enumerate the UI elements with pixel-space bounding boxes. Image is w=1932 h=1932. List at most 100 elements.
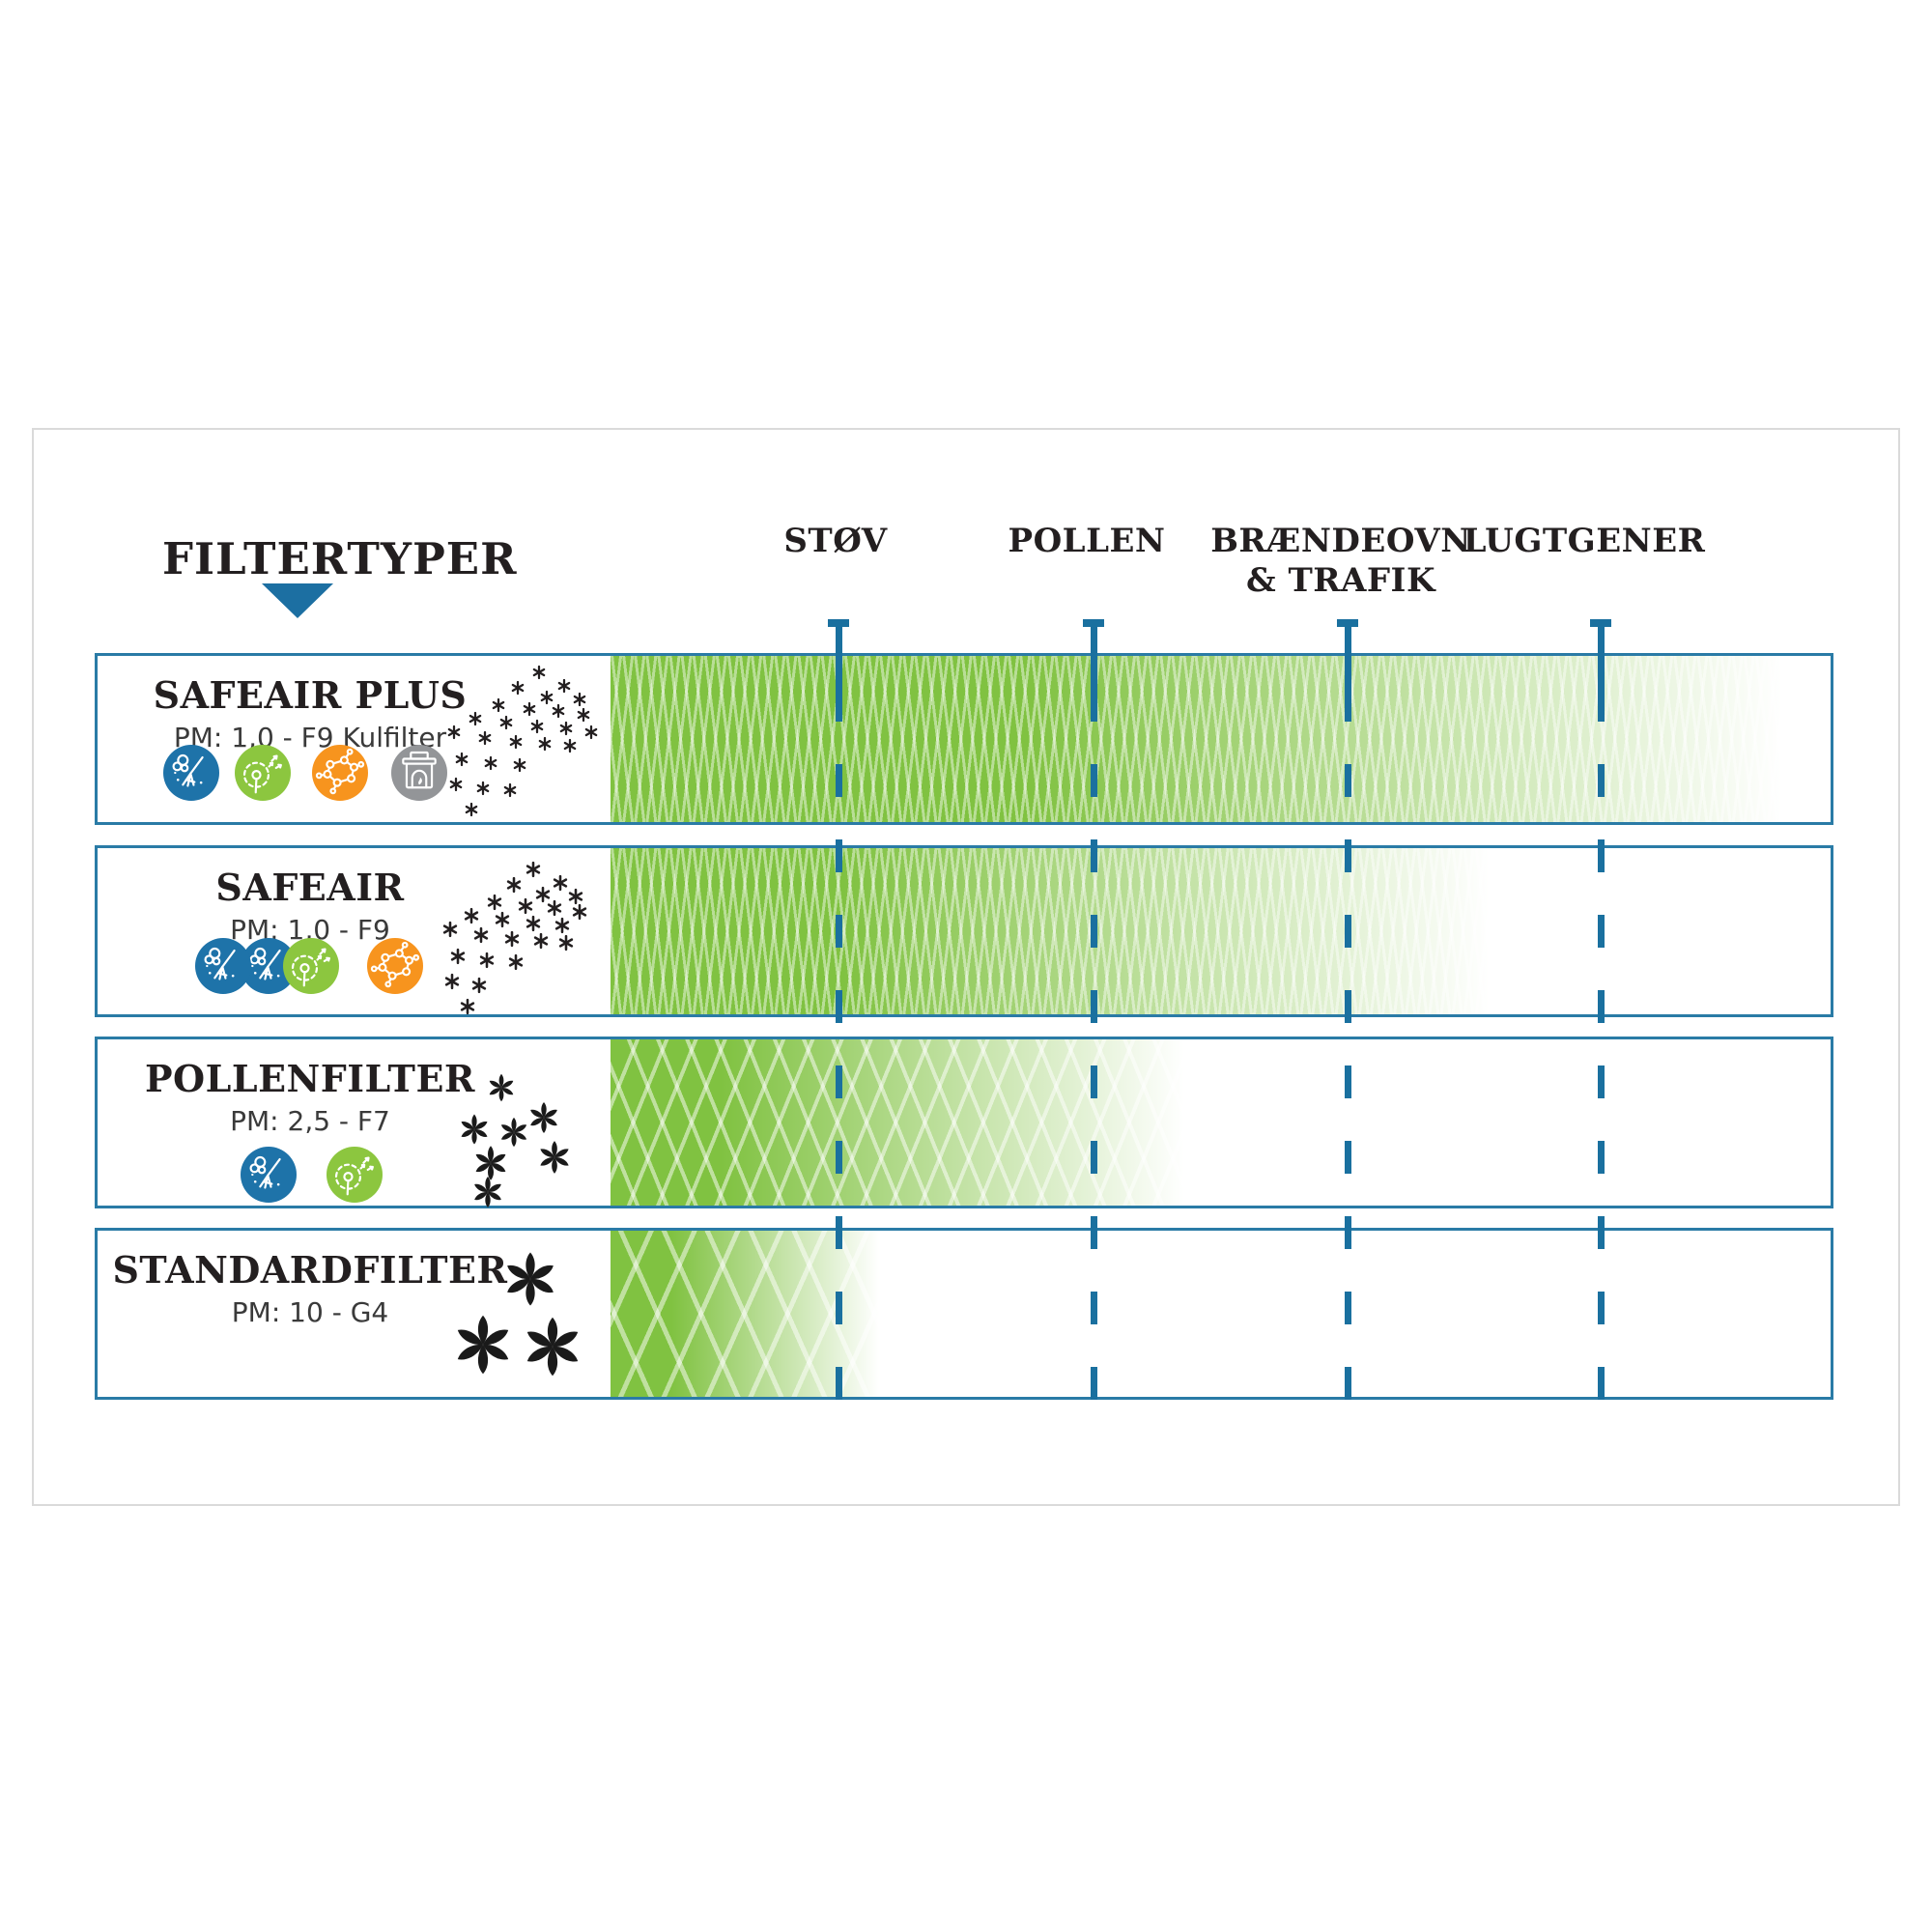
particle-asterisk-icon (492, 697, 506, 713)
coverage-bar-fade (611, 1231, 1831, 1397)
particle-asterisk-icon (557, 678, 572, 694)
filter-spec: PM: 10 - G4 (231, 1296, 389, 1328)
particle-asterisk-icon (495, 911, 511, 928)
particle-asterisk-icon (526, 861, 542, 878)
particle-flower-icon (471, 1144, 510, 1182)
arrow-down-icon (262, 583, 333, 618)
column-header-lugtgener: LUGTGENER (1463, 522, 1706, 561)
column-label: POLLEN (1008, 522, 1166, 560)
row-label: SAFEAIR PM: 1,0 - F9 (98, 848, 523, 1014)
page-title: FILTERTYPER (162, 533, 518, 584)
particles-icon (367, 938, 423, 994)
particle-asterisk-icon (526, 915, 542, 932)
filter-row-standardfilter: STANDARDFILTER PM: 10 - G4 (95, 1228, 1833, 1400)
coverage-bar (611, 1231, 1831, 1397)
particle-asterisk-icon (499, 715, 514, 730)
filter-row-safeair-plus: SAFEAIR PLUS PM: 1,0 - F9 Kulfilter (95, 653, 1833, 825)
filter-spec: PM: 2,5 - F7 (230, 1105, 390, 1137)
particle-asterisk-icon (532, 665, 547, 680)
particle-asterisk-icon (558, 934, 575, 952)
particle-asterisk-icon (508, 953, 525, 971)
column-label-line2: & TRAFIK (1245, 561, 1436, 600)
particle-asterisk-icon (563, 738, 578, 753)
particle-asterisk-icon (476, 781, 491, 796)
particle-asterisk-icon (572, 903, 588, 921)
particle-asterisk-icon (465, 802, 479, 817)
column-label: BRÆNDEOVN (1210, 522, 1471, 560)
particle-asterisk-icon (447, 724, 462, 740)
dust-icon (241, 1147, 297, 1203)
particle-asterisk-icon (511, 680, 526, 696)
particle-asterisk-icon (464, 907, 480, 924)
filter-spec: PM: 1,0 - F9 Kulfilter (173, 722, 447, 753)
particle-flower-icon (497, 1116, 530, 1149)
particle-asterisk-icon (530, 719, 545, 734)
particle-asterisk-icon (444, 973, 461, 990)
particles-icon (312, 745, 368, 801)
filter-name: POLLENFILTER (144, 1057, 475, 1100)
dust-icon (195, 938, 251, 994)
particle-asterisk-icon (535, 886, 552, 903)
particle-asterisk-icon (484, 755, 498, 771)
coverage-bar-fade (611, 1039, 1831, 1206)
coverage-bar (611, 1039, 1831, 1206)
filter-name: SAFEAIR PLUS (153, 673, 468, 717)
particle-flower-icon (470, 1175, 505, 1209)
column-label: STØV (783, 522, 888, 560)
particle-asterisk-icon (504, 930, 521, 948)
filter-name: SAFEAIR (215, 866, 405, 909)
particle-asterisk-icon (449, 777, 464, 792)
column-header-stov: STØV (783, 522, 887, 561)
coverage-bar-fade (611, 848, 1831, 1014)
particle-asterisk-icon (518, 897, 534, 915)
row-label: POLLENFILTER PM: 2,5 - F7 (98, 1039, 523, 1206)
particle-flower-icon (536, 1139, 573, 1176)
particle-asterisk-icon (577, 707, 591, 723)
column-header-braendeovn-trafik: BRÆNDEOVN & TRAFIK (1210, 522, 1471, 601)
particle-flower-icon (520, 1314, 585, 1379)
column-label: LUGTGENER (1463, 522, 1706, 560)
particle-flower-icon (500, 1249, 560, 1309)
particle-asterisk-icon (503, 782, 518, 798)
particle-asterisk-icon (469, 711, 483, 726)
particle-asterisk-icon (471, 977, 488, 994)
particle-asterisk-icon (460, 998, 476, 1015)
row-label: STANDARDFILTER PM: 10 - G4 (98, 1231, 523, 1397)
particle-asterisk-icon (540, 690, 554, 705)
column-header-pollen: POLLEN (1009, 522, 1166, 561)
stove-icon (391, 745, 447, 801)
filter-row-pollenfilter: POLLENFILTER PM: 2,5 - F7 (95, 1037, 1833, 1208)
particle-asterisk-icon (584, 724, 599, 740)
particle-asterisk-icon (568, 888, 584, 905)
particle-asterisk-icon (478, 730, 493, 746)
particle-flower-icon (458, 1113, 492, 1147)
particle-asterisk-icon (513, 757, 527, 773)
particle-flower-icon (486, 1072, 517, 1103)
coverage-bar-fade (611, 656, 1831, 822)
dust-icon (163, 745, 219, 801)
particle-asterisk-icon (552, 703, 566, 719)
particle-asterisk-icon (506, 876, 523, 894)
particle-asterisk-icon (523, 701, 537, 717)
pollen-icon (235, 745, 291, 801)
particle-asterisk-icon (487, 894, 503, 911)
filter-name: STANDARDFILTER (112, 1248, 508, 1292)
particle-flower-icon (450, 1312, 516, 1378)
particle-asterisk-icon (450, 948, 467, 965)
particle-asterisk-icon (533, 932, 550, 950)
particle-asterisk-icon (442, 921, 459, 938)
coverage-bar (611, 848, 1831, 1014)
row-label: SAFEAIR PLUS PM: 1,0 - F9 Kulfilter (98, 656, 523, 822)
particle-asterisk-icon (553, 874, 569, 892)
pollen-icon (283, 938, 339, 994)
filter-row-safeair: SAFEAIR PM: 1,0 - F9 (95, 845, 1833, 1017)
particle-asterisk-icon (473, 926, 490, 944)
particle-asterisk-icon (554, 917, 571, 934)
particle-asterisk-icon (559, 721, 574, 736)
particle-asterisk-icon (538, 736, 553, 752)
coverage-bar (611, 656, 1831, 822)
particle-asterisk-icon (479, 952, 496, 969)
particle-flower-icon (526, 1100, 561, 1135)
particle-asterisk-icon (547, 899, 563, 917)
